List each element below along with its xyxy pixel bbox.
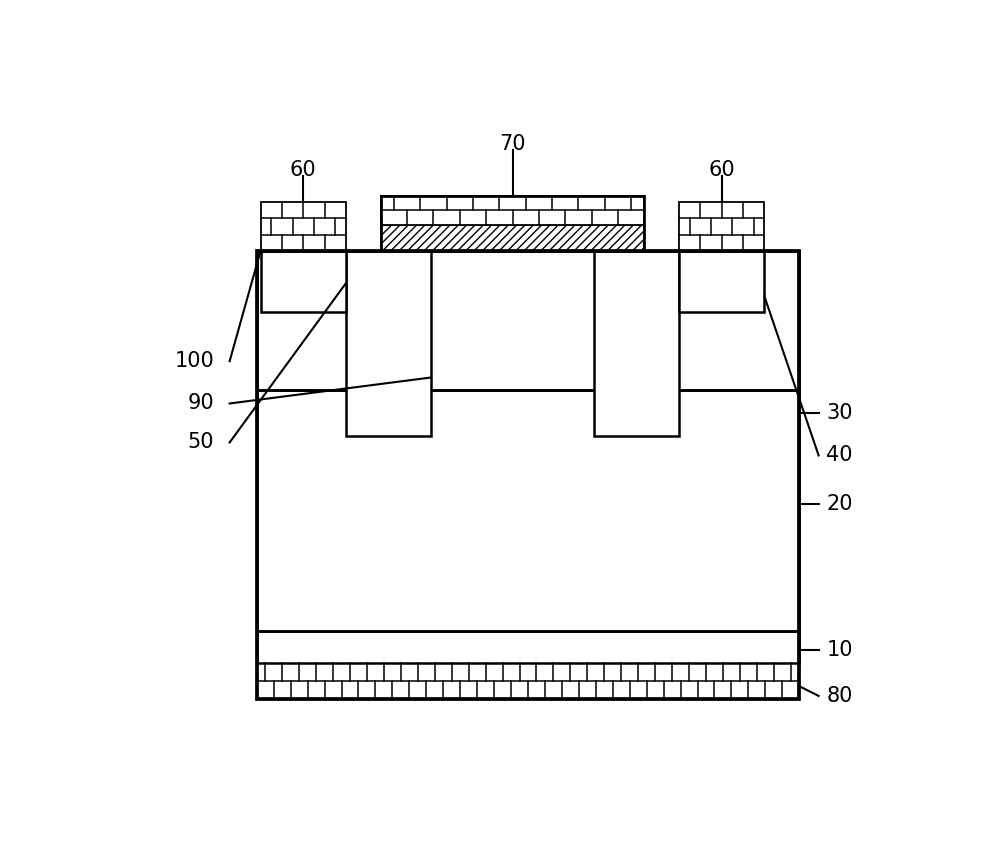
Bar: [261, 202, 346, 251]
Bar: [257, 631, 799, 663]
Bar: [679, 251, 764, 312]
Text: 10: 10: [826, 641, 853, 660]
Bar: [257, 663, 799, 699]
Bar: [257, 391, 799, 631]
Text: 100: 100: [174, 351, 214, 371]
Bar: [594, 251, 679, 436]
Text: 80: 80: [826, 686, 853, 706]
Bar: [679, 202, 764, 251]
Text: 20: 20: [826, 495, 853, 514]
Bar: [381, 225, 644, 251]
Bar: [346, 251, 431, 436]
Text: 30: 30: [826, 403, 853, 423]
Text: 40: 40: [826, 446, 853, 465]
Text: 70: 70: [499, 133, 526, 154]
Text: 50: 50: [188, 432, 214, 452]
Bar: [257, 251, 799, 391]
Bar: [381, 196, 644, 225]
Bar: [261, 251, 346, 312]
Text: 60: 60: [708, 160, 735, 180]
Text: 60: 60: [290, 160, 317, 180]
Text: 90: 90: [188, 393, 214, 414]
Bar: [381, 196, 644, 251]
Bar: [257, 251, 799, 699]
